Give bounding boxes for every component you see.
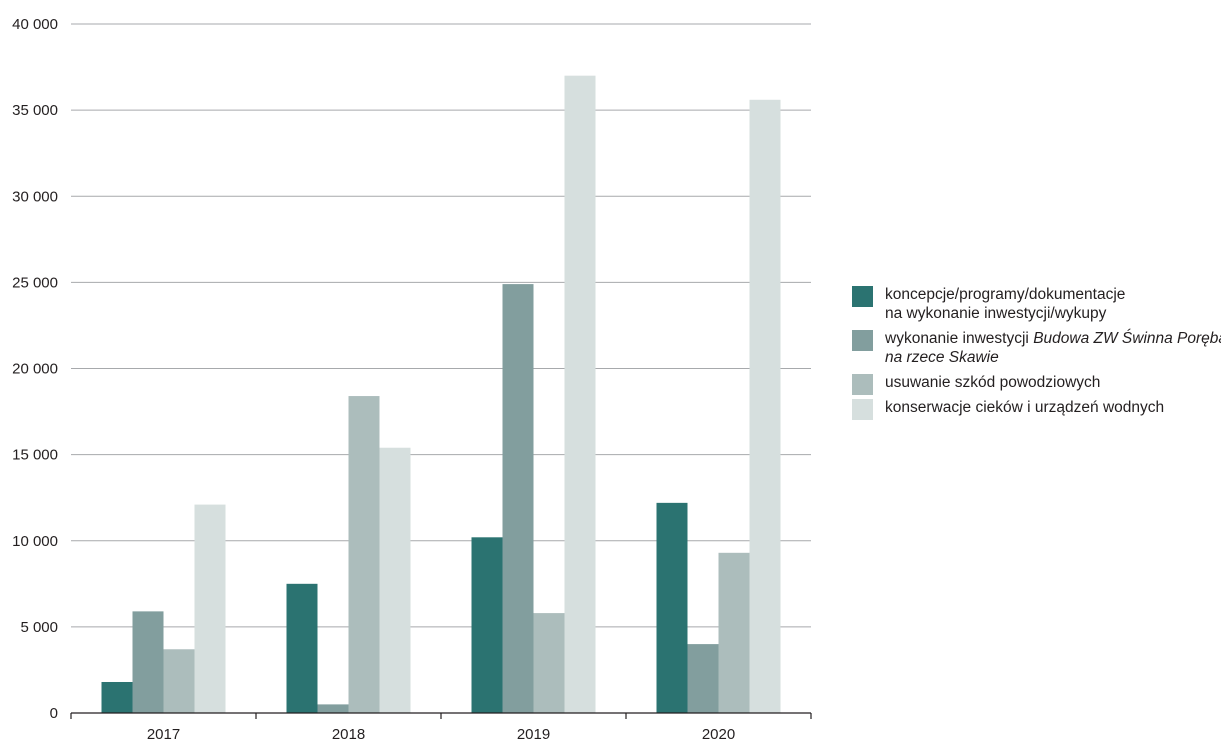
x-tick-label: 2018	[332, 726, 365, 742]
y-tick-label: 10 000	[12, 533, 58, 550]
bar	[317, 704, 349, 713]
bars	[101, 75, 781, 714]
y-tick-label: 25 000	[12, 274, 58, 291]
y-tick-label: 35 000	[12, 102, 58, 119]
legend-swatch	[852, 330, 873, 351]
legend-item-konserwacje: konserwacje cieków i urządzeń wodnych	[852, 398, 1221, 420]
bar	[533, 613, 565, 713]
axes	[70, 712, 812, 719]
gridlines	[71, 23, 811, 628]
bar	[564, 75, 596, 714]
bar	[502, 284, 534, 713]
legend: koncepcje/programy/dokumentacje na wykon…	[852, 285, 1221, 423]
bar	[194, 504, 226, 713]
legend-label: wykonanie inwestycji Budowa ZW Świnna Po…	[885, 329, 1221, 348]
bar	[687, 644, 719, 713]
bar	[132, 611, 164, 713]
bar	[749, 99, 781, 714]
tick-labels: 0 5 000 10 000 15 000 20 000 25 000 30 000 35 0…	[12, 16, 735, 742]
legend-label: konserwacje cieków i urządzeń wodnych	[885, 399, 1165, 416]
x-tick-label: 2020	[702, 726, 735, 742]
y-tick-label: 0	[50, 705, 58, 722]
legend-label: usuwanie szkód powodziowych	[885, 374, 1101, 391]
x-tick-label: 2017	[147, 726, 180, 742]
bar	[379, 447, 411, 713]
legend-label-italic: na rzece Skawie	[885, 349, 999, 366]
bar	[656, 502, 688, 713]
bar	[348, 396, 380, 713]
y-tick-label: 15 000	[12, 447, 58, 464]
legend-item-koncepcje: koncepcje/programy/dokumentacje na wykon…	[852, 285, 1221, 323]
y-tick-label: 20 000	[12, 361, 58, 378]
legend-item-wykonanie-inwestycji: wykonanie inwestycji Budowa ZW Świnna Po…	[852, 329, 1221, 367]
bar	[101, 681, 133, 713]
bar	[286, 583, 318, 713]
bar	[163, 649, 195, 713]
legend-swatch	[852, 399, 873, 420]
bar	[718, 552, 750, 713]
legend-label-plain: wykonanie inwestycji	[885, 330, 1034, 347]
bar	[471, 537, 503, 713]
y-tick-label: 40 000	[12, 16, 58, 33]
y-tick-label: 30 000	[12, 188, 58, 205]
legend-label: na wykonanie inwestycji/wykupy	[885, 305, 1107, 322]
legend-item-usuwanie-szkod: usuwanie szkód powodziowych	[852, 373, 1221, 395]
legend-swatch	[852, 286, 873, 307]
y-tick-label: 5 000	[20, 619, 58, 636]
x-tick-label: 2019	[517, 726, 550, 742]
legend-label: koncepcje/programy/dokumentacje	[885, 286, 1126, 303]
legend-swatch	[852, 374, 873, 395]
legend-label-italic: Budowa ZW Świnna Poręba	[1033, 330, 1221, 347]
